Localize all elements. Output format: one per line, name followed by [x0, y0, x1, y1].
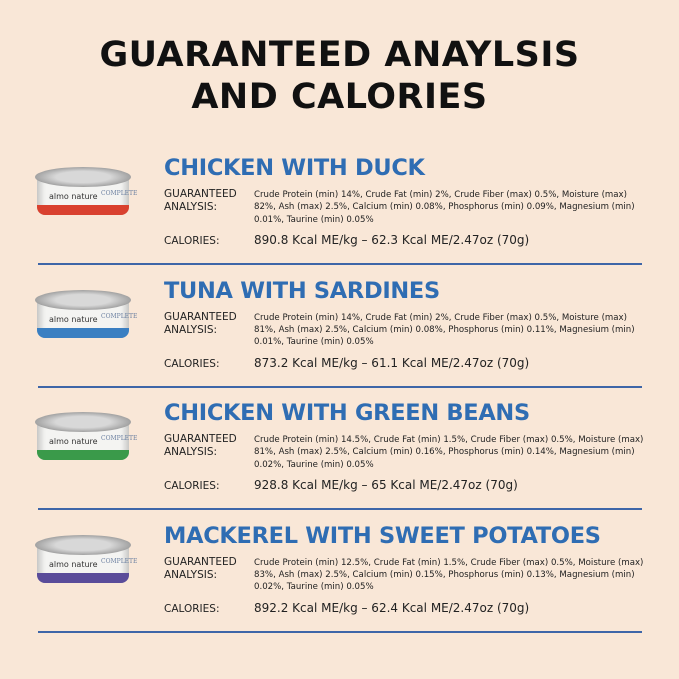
can-brand-logo: almo nature: [49, 437, 98, 446]
analysis-text: Crude Protein (min) 14%, Crude Fat (min)…: [254, 190, 635, 225]
section-divider: [38, 385, 642, 388]
can-label-band: [37, 572, 129, 583]
section-divider: [38, 508, 642, 510]
product-section: almo nature COMPLETE CHICKEN WITH DUCK G…: [0, 153, 679, 275]
product-name: MACKEREL WITH SWEET POTATOES: [164, 522, 601, 549]
analysis-label: GUARANTEED ANALYSIS:: [164, 555, 237, 581]
can-label-band: [37, 327, 129, 338]
section-divider: [38, 263, 642, 265]
analysis-text: Crude Protein (min) 14.5%, Crude Fat (mi…: [254, 435, 644, 470]
page-title: GUARANTEED ANAYLSIS AND CALORIES: [0, 34, 679, 118]
can-image: almo nature COMPLETE: [35, 534, 137, 585]
can-brand-logo: almo nature: [49, 192, 98, 201]
analysis-label: GUARANTEED ANALYSIS:: [164, 188, 237, 213]
product-section: almo nature COMPLETE MACKEREL WITH SWEET…: [0, 521, 679, 643]
title-line-2: AND CALORIES: [191, 77, 488, 117]
product-section: almo nature COMPLETE TUNA WITH SARDINES …: [0, 276, 679, 398]
can-label-band: [37, 205, 129, 215]
product-name: CHICKEN WITH DUCK: [164, 155, 425, 181]
calories-label: CALORIES:: [164, 235, 220, 247]
calories-label: CALORIES:: [164, 480, 220, 492]
can-label-band: [37, 450, 129, 460]
analysis-label: GUARANTEED ANALYSIS:: [164, 310, 237, 336]
can-line-logo: COMPLETE: [101, 557, 138, 565]
analysis-label: GUARANTEED ANALYSIS:: [164, 433, 237, 458]
can-brand-logo: almo nature: [49, 314, 98, 324]
can-image: almo nature COMPLETE: [35, 289, 137, 340]
calories-label: CALORIES:: [164, 602, 220, 615]
calories-label: CALORIES:: [164, 357, 220, 370]
can-brand-logo: almo nature: [49, 559, 98, 569]
can-line-logo: COMPLETE: [101, 435, 138, 442]
can-image: almo nature COMPLETE: [35, 167, 137, 217]
analysis-text: Crude Protein (min) 12.5%, Crude Fat (mi…: [254, 557, 644, 593]
can-line-logo: COMPLETE: [101, 312, 138, 320]
calories-value: 892.2 Kcal ME/kg – 62.4 Kcal ME/2.47oz (…: [254, 600, 530, 615]
analysis-text: Crude Protein (min) 14%, Crude Fat (min)…: [254, 312, 635, 348]
product-name: TUNA WITH SARDINES: [164, 277, 440, 304]
product-name: CHICKEN WITH GREEN BEANS: [164, 400, 530, 426]
title-line-1: GUARANTEED ANAYLSIS: [99, 35, 580, 75]
can-image: almo nature COMPLETE: [35, 412, 137, 462]
section-divider: [38, 630, 642, 633]
product-section: almo nature COMPLETE CHICKEN WITH GREEN …: [0, 398, 679, 520]
calories-value: 890.8 Kcal ME/kg – 62.3 Kcal ME/2.47oz (…: [254, 233, 530, 247]
can-line-logo: COMPLETE: [101, 190, 138, 197]
calories-value: 928.8 Kcal ME/kg – 65 Kcal ME/2.47oz (70…: [254, 478, 518, 492]
calories-value: 873.2 Kcal ME/kg – 61.1 Kcal ME/2.47oz (…: [254, 355, 530, 370]
